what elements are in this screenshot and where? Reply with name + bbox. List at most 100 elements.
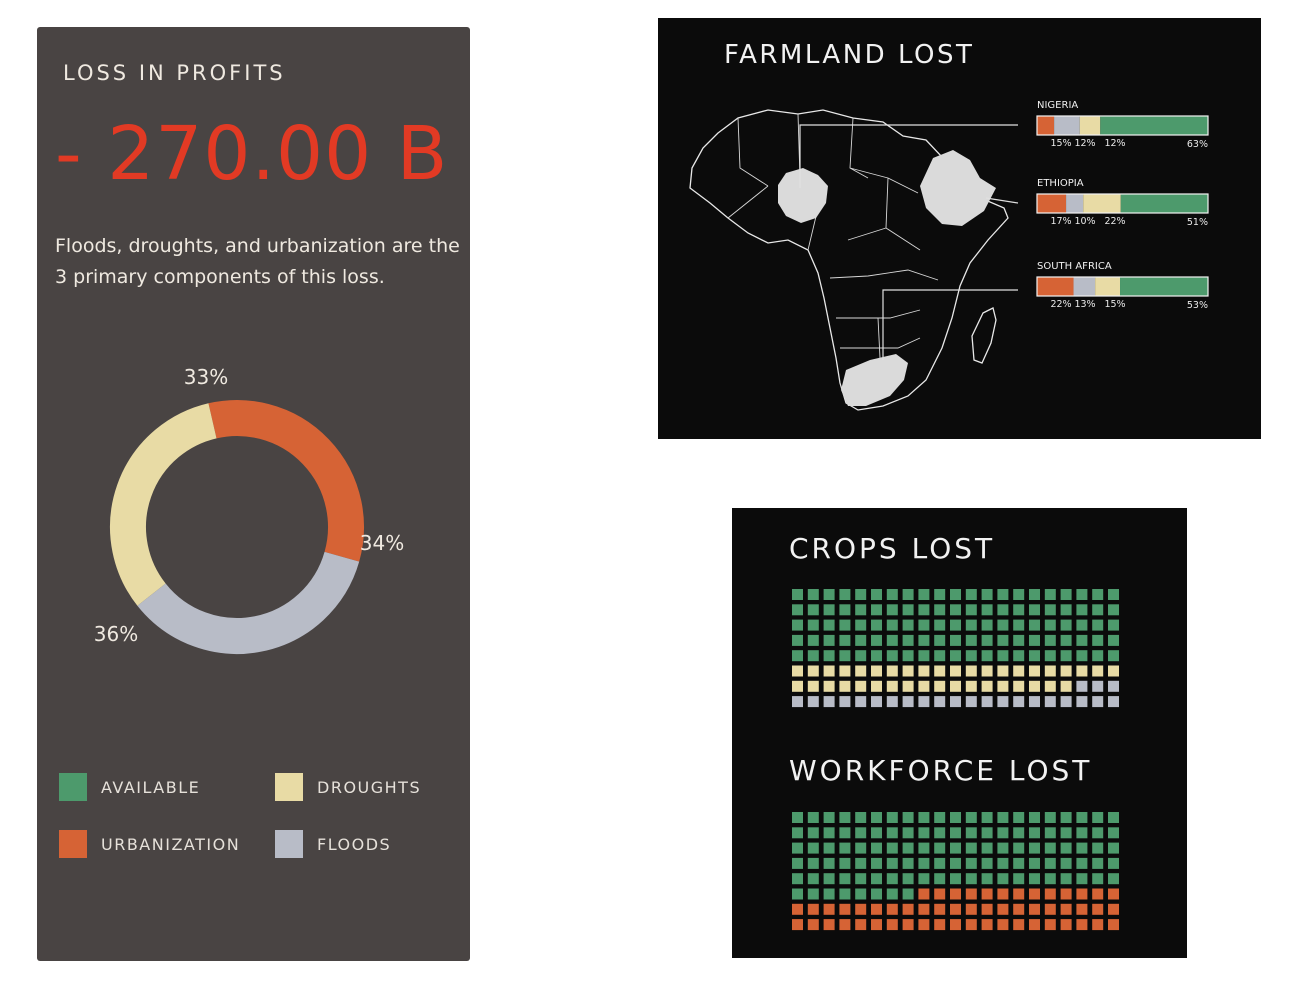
waffle-cell-available: [1029, 857, 1040, 869]
waffle-cell-available: [965, 873, 977, 885]
waffle-cell-available: [1060, 604, 1072, 616]
waffle-cell-urbanization: [855, 903, 867, 915]
waffle-cell-available: [839, 857, 851, 869]
waffle-cell-available: [934, 619, 946, 631]
bar-end-label-nigeria: 63%: [1187, 139, 1208, 150]
waffle-cell-urbanization: [950, 888, 961, 900]
waffle-cell-urbanization: [981, 919, 993, 931]
waffle-cell-available: [871, 842, 882, 854]
waffle-cell-urbanization: [839, 919, 851, 931]
legend-label-droughts: DROUGHTS: [317, 778, 422, 797]
bar-label-south-africa-droughts: 13%: [1074, 299, 1095, 310]
waffle-cell-droughts: [965, 680, 977, 692]
waffle-cell-droughts: [807, 665, 819, 677]
loss-in-profits-panel: LOSS IN PROFITS - 270.00 B Floods, droug…: [37, 27, 470, 961]
madagascar-outline: [971, 307, 997, 364]
waffle-cell-available: [1060, 650, 1072, 662]
waffle-cell-available: [1029, 812, 1040, 823]
waffle-cell-available: [1108, 604, 1119, 616]
waffle-cell-available: [1108, 589, 1119, 600]
waffle-cell-available: [1092, 857, 1104, 869]
waffle-cell-available: [1076, 827, 1088, 839]
waffle-cell-available: [934, 827, 946, 839]
waffle-cell-available: [1060, 589, 1072, 600]
waffle-cell-available: [934, 842, 946, 854]
waffle-cell-available: [950, 634, 961, 646]
waffle-cell-urbanization: [1029, 888, 1040, 900]
waffle-cell-available: [823, 589, 835, 600]
waffle-cell-available: [807, 888, 819, 900]
waffle-cell-available: [934, 873, 946, 885]
waffle-cell-droughts: [965, 665, 977, 677]
waffle-cell-available: [839, 604, 851, 616]
waffle-cell-urbanization: [965, 888, 977, 900]
waffle-cell-floods: [997, 696, 1009, 708]
waffle-cell-urbanization: [981, 888, 993, 900]
waffle-cell-droughts: [950, 665, 961, 677]
waffle-cell-available: [981, 604, 993, 616]
waffle-cell-available: [981, 842, 993, 854]
waffle-cell-floods: [871, 696, 882, 708]
legend-swatch-droughts: [275, 773, 303, 801]
leader-lines: [799, 124, 1019, 360]
waffle-cell-available: [1108, 812, 1119, 823]
bar-segment-nigeria-available: [1100, 116, 1208, 135]
waffle-cell-available: [934, 604, 946, 616]
waffle-cell-droughts: [950, 680, 961, 692]
waffle-cell-urbanization: [1044, 903, 1056, 915]
waffle-cell-floods: [1076, 696, 1088, 708]
waffle-cell-available: [1044, 842, 1056, 854]
waffle-cell-available: [823, 873, 835, 885]
waffle-cell-available: [855, 842, 867, 854]
waffle-cell-available: [1029, 650, 1040, 662]
waffle-cell-available: [965, 619, 977, 631]
waffle-cell-available: [1108, 619, 1119, 631]
bar-segment-south-africa-urbanization: [1037, 277, 1074, 296]
waffle-cell-available: [950, 842, 961, 854]
waffle-cell-floods: [1044, 696, 1056, 708]
waffle-cell-available: [792, 619, 803, 631]
bar-outline-ethiopia: [1036, 193, 1209, 214]
waffle-cell-available: [1076, 634, 1088, 646]
waffle-cell-available: [1060, 857, 1072, 869]
waffle-cell-urbanization: [792, 919, 803, 931]
workforce-waffle: [792, 812, 1119, 931]
waffle-cell-available: [918, 604, 930, 616]
waffle-cell-available: [965, 842, 977, 854]
waffle-cell-floods: [918, 696, 930, 708]
waffle-cell-available: [1060, 827, 1072, 839]
waffle-cell-droughts: [1092, 665, 1104, 677]
waffle-cell-droughts: [839, 680, 851, 692]
waffle-cell-available: [839, 589, 851, 600]
waffle-cell-available: [902, 589, 914, 600]
waffle-cell-available: [823, 604, 835, 616]
bar-segment-nigeria-droughts: [1079, 116, 1101, 135]
waffle-cell-available: [1013, 589, 1025, 600]
waffle-cell-available: [1108, 634, 1119, 646]
bar-label-nigeria-floods: 15%: [1050, 138, 1071, 149]
waffle-cell-available: [918, 842, 930, 854]
bar-category-nigeria: NIGERIA: [1037, 100, 1078, 111]
waffle-cell-available: [997, 873, 1009, 885]
waffle-cell-available: [855, 873, 867, 885]
crops-title: CROPS LOST: [789, 532, 996, 565]
waffle-cell-available: [965, 650, 977, 662]
waffle-cell-available: [886, 812, 898, 823]
waffle-cell-available: [965, 812, 977, 823]
waffle-cell-floods: [981, 696, 993, 708]
bar-outline-nigeria: [1036, 115, 1209, 136]
waffle-cell-available: [902, 873, 914, 885]
waffle-cell-available: [886, 589, 898, 600]
waffle-cell-droughts: [1029, 665, 1040, 677]
waffle-cell-available: [950, 857, 961, 869]
waffle-cell-available: [1092, 604, 1104, 616]
waffle-cell-available: [839, 812, 851, 823]
crops-waffle: [792, 589, 1119, 708]
waffle-cell-floods: [965, 696, 977, 708]
waffle-cell-urbanization: [1029, 903, 1040, 915]
waffle-cell-available: [1013, 634, 1025, 646]
loss-value: - 270.00 B: [55, 111, 449, 197]
waffle-cell-available: [792, 650, 803, 662]
waffle-cell-urbanization: [886, 903, 898, 915]
waffle-cell-available: [807, 619, 819, 631]
